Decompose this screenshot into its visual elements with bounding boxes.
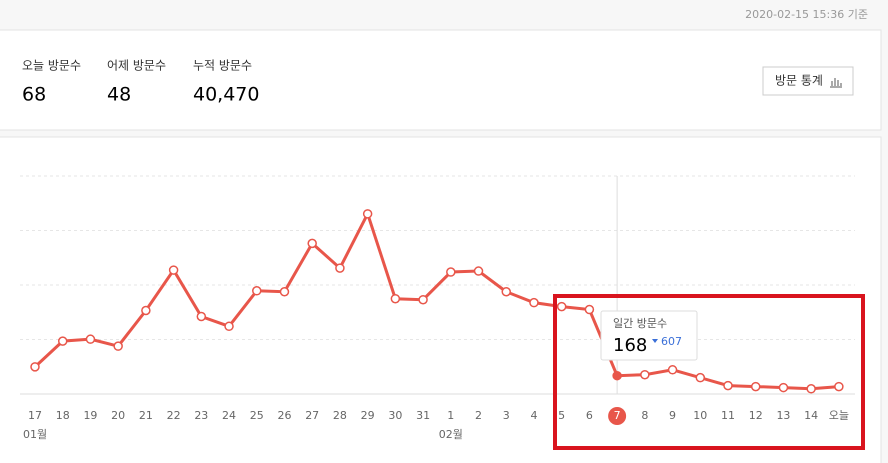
data-point: [695, 372, 706, 383]
x-tick-label: 4: [530, 409, 537, 422]
stats-panel: [0, 29, 882, 131]
selected-day-badge: [608, 407, 627, 425]
data-point: [85, 334, 96, 344]
data-point: [418, 294, 428, 305]
data-point: [390, 293, 401, 304]
data-point: [224, 321, 234, 332]
x-tick-label: 11: [721, 409, 735, 422]
x-tick-label: 6: [586, 409, 593, 422]
data-point: [57, 336, 68, 346]
x-tick-label: 20: [111, 409, 125, 422]
x-tick-label: 13: [776, 409, 790, 422]
data-point: [30, 362, 40, 372]
data-point: [279, 287, 290, 297]
x-tick-label: 9: [669, 409, 676, 422]
data-point: [473, 266, 484, 276]
data-point: [778, 382, 789, 393]
data-point: [556, 301, 567, 312]
x-tick-label: 12: [749, 409, 763, 422]
button-label[interactable]: 방문 통계: [775, 74, 823, 88]
data-point: [612, 370, 622, 381]
x-tick-label: 21: [139, 409, 153, 422]
x-tick-label: 26: [277, 409, 291, 422]
tooltip-arrow: [652, 339, 658, 343]
data-point: [750, 381, 761, 392]
data-point: [640, 369, 650, 380]
data-point: [335, 263, 345, 273]
chart-panel: [0, 136, 882, 463]
highlight-box: [553, 294, 865, 450]
x-tick-label: 18: [56, 409, 70, 422]
x-tick-label: 30: [388, 409, 402, 422]
x-tick-label: 17: [28, 409, 42, 422]
data-point: [252, 286, 262, 296]
data-point: [834, 381, 844, 392]
x-tick-label: 1: [447, 409, 454, 422]
x-tick-label: 3: [503, 409, 510, 422]
x-tick-label: 14: [804, 409, 818, 422]
x-tick-label: 8: [641, 409, 648, 422]
data-point: [723, 380, 733, 391]
stat-value: 40,470: [193, 84, 259, 106]
x-tick-label: 22: [167, 409, 181, 422]
tooltip-title: 일간 방문수: [613, 316, 667, 330]
data-point: [168, 265, 179, 275]
button-icon[interactable]: [830, 78, 842, 88]
data-point: [141, 305, 151, 316]
stat-label: 어제 방문수: [107, 59, 166, 73]
stat-value: 68: [22, 84, 46, 106]
x-tick-label: 31: [416, 409, 430, 422]
x-tick-label: 29: [361, 409, 375, 422]
month-label: 02월: [439, 428, 463, 441]
stat-label: 오늘 방문수: [22, 59, 81, 73]
x-tick-label: 7: [614, 409, 621, 422]
month-label: 01월: [23, 428, 47, 441]
x-tick-label: 5: [558, 409, 565, 422]
tooltip-change: 607: [661, 335, 682, 348]
x-tick-label: 2: [475, 409, 482, 422]
data-point: [196, 311, 207, 322]
data-point: [806, 384, 816, 394]
data-point: [667, 365, 678, 375]
stat-value: 48: [107, 84, 131, 106]
x-tick-label: 25: [250, 409, 264, 422]
data-point: [501, 287, 511, 297]
tooltip-box: [600, 310, 698, 361]
stat-label: 누적 방문수: [193, 59, 252, 73]
data-point: [446, 267, 456, 277]
data-point: [362, 209, 373, 219]
data-point: [307, 238, 317, 249]
x-tick-label: 27: [305, 409, 319, 422]
data-point: [529, 297, 539, 308]
timestamp: 2020-02-15 15:36 기준: [745, 8, 868, 21]
x-tick-label: 10: [693, 409, 707, 422]
x-tick-label: 24: [222, 409, 236, 422]
visit-stats-button[interactable]: 방문 통계: [762, 66, 854, 96]
x-tick-label: 23: [194, 409, 208, 422]
data-point: [113, 341, 123, 351]
visits-line: [33, 209, 839, 391]
x-tick-label: 28: [333, 409, 347, 422]
tooltip-value: 168: [613, 335, 647, 356]
data-point: [584, 304, 595, 315]
x-tick-label: 19: [83, 409, 97, 422]
x-tick-label: 오늘: [829, 409, 849, 422]
